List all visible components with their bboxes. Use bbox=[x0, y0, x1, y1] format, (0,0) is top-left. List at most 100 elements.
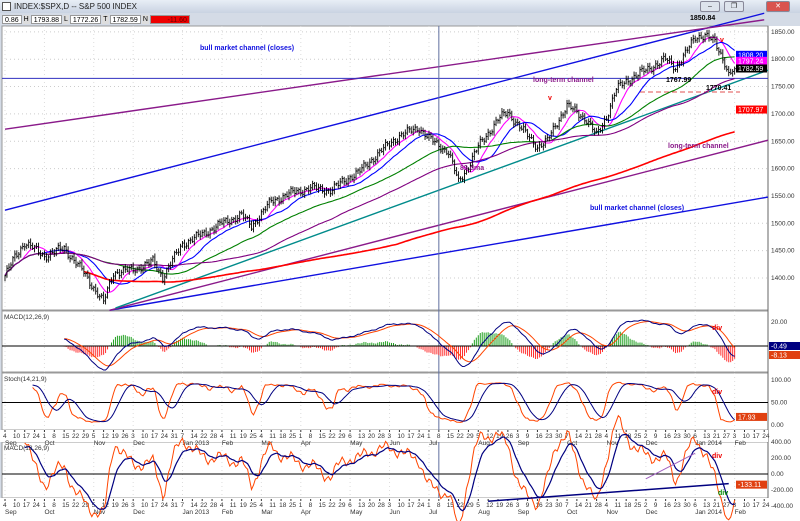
x-day-label: 3 bbox=[516, 433, 520, 440]
x-day-label: 18 bbox=[279, 433, 287, 440]
x-month-label: Aug bbox=[478, 440, 490, 447]
x-day-label: 26 bbox=[506, 433, 514, 440]
annotation-dma: 89 dma bbox=[460, 165, 484, 172]
x-day-label: 8 bbox=[309, 502, 313, 509]
x-month-label: Feb bbox=[222, 509, 234, 516]
ma-50-line bbox=[4, 56, 735, 277]
x-month-label: Sep bbox=[518, 509, 530, 516]
x-day-label: 29 bbox=[82, 433, 90, 440]
x-day-label: 30 bbox=[555, 433, 563, 440]
x-month-label: Jan 2013 bbox=[182, 440, 209, 447]
x-day-label: 29 bbox=[82, 502, 90, 509]
x-day-label: 11 bbox=[230, 433, 237, 440]
x-day-label: 15 bbox=[62, 502, 70, 509]
x-month-label: Jan 2014 bbox=[695, 440, 722, 447]
x-day-label: 10 bbox=[13, 433, 21, 440]
x-month-label: Jul bbox=[429, 509, 438, 516]
x-month-label: Jun bbox=[390, 509, 401, 516]
x-day-label: 28 bbox=[210, 433, 218, 440]
x-day-label: 6 bbox=[693, 502, 697, 509]
x-day-label: 20 bbox=[368, 433, 376, 440]
close-button[interactable]: ✕ bbox=[766, 1, 790, 12]
x-day-label: 19 bbox=[111, 502, 119, 509]
x-day-label: 7 bbox=[565, 433, 569, 440]
macd2-line bbox=[24, 414, 736, 521]
annotation-bull_top: bull market channel (closes) bbox=[200, 45, 294, 52]
ma-200-line bbox=[83, 131, 735, 283]
y-tick-label: 1600.00 bbox=[771, 166, 795, 173]
macd2-badge-label: -133.11 bbox=[738, 482, 761, 489]
x-day-label: 23 bbox=[545, 502, 553, 509]
price-badge bbox=[736, 56, 767, 65]
stochastic-panel bbox=[1, 372, 769, 431]
x-day-label: 23 bbox=[673, 433, 681, 440]
x-month-label: Nov bbox=[94, 440, 106, 447]
x-day-label: 4 bbox=[604, 502, 608, 509]
y-tick-label: -400.00 bbox=[771, 503, 793, 510]
x-day-label: 11 bbox=[230, 502, 237, 509]
y-tick-label: 1800.00 bbox=[771, 56, 795, 63]
x-day-label: 14 bbox=[190, 433, 198, 440]
x-day-label: 9 bbox=[654, 433, 658, 440]
x-day-label: 6 bbox=[693, 433, 697, 440]
low-label: L bbox=[63, 15, 69, 24]
annotation-low2: 1770.41 bbox=[706, 85, 731, 92]
y-tick-label: 0.00 bbox=[771, 471, 784, 478]
trendline-teal-support bbox=[115, 69, 769, 309]
open-value: 0.86 bbox=[2, 15, 22, 24]
x-day-label: 5 bbox=[476, 502, 480, 509]
x-day-label: 9 bbox=[526, 502, 530, 509]
x-day-label: 10 bbox=[743, 433, 751, 440]
app-icon bbox=[2, 2, 11, 11]
x-axis-strip bbox=[0, 498, 800, 521]
x-day-label: 2 bbox=[644, 502, 648, 509]
x-month-label: Apr bbox=[301, 440, 312, 447]
x-day-label: 1 bbox=[299, 433, 303, 440]
macd-badge-label: -0.49 bbox=[771, 344, 787, 351]
x-day-label: 24 bbox=[161, 433, 169, 440]
x-day-label: 22 bbox=[72, 502, 80, 509]
x-day-label: 31 bbox=[171, 433, 179, 440]
x-day-label: 25 bbox=[250, 502, 258, 509]
restore-button[interactable]: ❐ bbox=[724, 1, 744, 12]
window-title-bar: INDEX:$SPX,D -- S&P 500 INDEX – ❐ ✕ bbox=[0, 0, 800, 13]
x-day-label: 14 bbox=[575, 502, 583, 509]
x-day-label: 25 bbox=[289, 502, 297, 509]
x-day-label: 24 bbox=[762, 433, 770, 440]
x-day-label: 1 bbox=[42, 433, 46, 440]
x-day-label: 18 bbox=[624, 433, 632, 440]
x-day-label: 3 bbox=[733, 433, 737, 440]
stoch-div-label: div bbox=[712, 389, 722, 396]
x-day-label: 16 bbox=[535, 433, 543, 440]
y-tick-label: 1450.00 bbox=[771, 248, 795, 255]
minimize-button[interactable]: – bbox=[700, 1, 720, 12]
x-day-label: 9 bbox=[526, 433, 530, 440]
x-month-label: Jul bbox=[429, 440, 438, 447]
x-day-label: 1 bbox=[299, 502, 303, 509]
x-day-label: 10 bbox=[13, 502, 21, 509]
stoch-title: Stoch(14,21,9) bbox=[4, 376, 47, 383]
x-day-label: 30 bbox=[683, 433, 691, 440]
price-panel bbox=[1, 25, 769, 311]
x-month-label: Feb bbox=[735, 440, 747, 447]
x-day-label: 4 bbox=[3, 502, 7, 509]
x-day-label: 3 bbox=[131, 502, 135, 509]
x-day-label: 24 bbox=[417, 502, 425, 509]
x-day-label: 3 bbox=[733, 502, 737, 509]
x-day-label: 23 bbox=[545, 433, 553, 440]
ma-89-line bbox=[4, 78, 735, 277]
x-day-label: 12 bbox=[486, 433, 494, 440]
x-day-label: 19 bbox=[496, 502, 504, 509]
x-day-label: 6 bbox=[348, 502, 352, 509]
x-month-label: Aug bbox=[478, 509, 490, 516]
x-day-label: 25 bbox=[250, 433, 258, 440]
x-day-label: 25 bbox=[634, 502, 642, 509]
x-day-label: 8 bbox=[52, 433, 56, 440]
x-day-label: 21 bbox=[585, 433, 593, 440]
y-tick-label: 20.00 bbox=[771, 319, 788, 326]
x-day-label: 26 bbox=[121, 502, 129, 509]
x-day-label: 17 bbox=[151, 433, 159, 440]
x-day-label: 29 bbox=[338, 502, 346, 509]
x-day-label: 16 bbox=[664, 433, 672, 440]
